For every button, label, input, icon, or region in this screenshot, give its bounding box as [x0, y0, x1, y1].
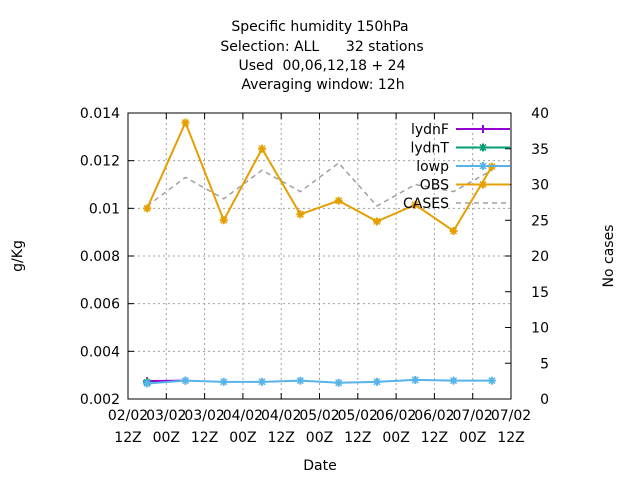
y2-tick-label: 0	[540, 392, 549, 408]
x-tick-label-date: 02/02	[108, 408, 148, 424]
data-point-lowp	[411, 375, 420, 384]
data-point-lowp	[334, 378, 343, 387]
data-point-lowp	[487, 376, 496, 385]
x-tick-label-hour: 12Z	[191, 430, 218, 446]
legend-label-lydnf: lydnF	[411, 122, 449, 138]
y-tick-label: 0.004	[80, 344, 120, 360]
legend-label-obs: OBS	[420, 178, 449, 194]
data-point-obs	[258, 144, 267, 153]
x-tick-label-hour: 00Z	[459, 430, 486, 446]
y2-tick-label: 15	[531, 285, 549, 301]
data-point-obs	[219, 216, 228, 225]
y-tick-label: 0.012	[80, 154, 120, 170]
x-tick-label-date: 05/02	[299, 408, 339, 424]
legend-marker-lydnt	[479, 143, 487, 152]
y2-tick-label: 5	[540, 356, 549, 372]
data-point-lowp	[296, 376, 305, 385]
axes	[127, 112, 512, 400]
data-point-lowp	[449, 376, 458, 385]
data-point-obs	[181, 118, 190, 127]
data-point-obs	[334, 196, 343, 205]
y2-axis-label: No cases	[601, 225, 617, 288]
data-point-lowp	[143, 379, 152, 388]
legend-marker-lydnf	[479, 125, 487, 133]
x-tick-label-hour: 00Z	[153, 430, 180, 446]
x-tick-label-date: 06/02	[414, 408, 454, 424]
y-tick-label: 0.002	[80, 392, 120, 408]
data-point-lowp	[181, 376, 190, 385]
x-tick-label-hour: 00Z	[229, 430, 256, 446]
data-point-obs	[372, 217, 381, 226]
x-tick-label-date: 04/02	[261, 408, 301, 424]
x-tick-label-hour: 12Z	[497, 430, 524, 446]
x-tick-label-hour: 00Z	[382, 430, 409, 446]
tick-labels: 02/0212Z03/0200Z03/0212Z04/0200Z04/0212Z…	[80, 106, 549, 446]
data-point-obs	[411, 200, 420, 209]
data-point-lowp	[219, 377, 228, 386]
chart-title: Specific humidity 150hPa Selection: ALL …	[220, 19, 423, 93]
series-group	[143, 118, 496, 388]
x-tick-label-hour: 00Z	[306, 430, 333, 446]
y-tick-label: 0.014	[80, 106, 120, 122]
data-point-obs	[296, 210, 305, 219]
title-line-4: Averaging window: 12h	[241, 77, 404, 93]
title-line-1: Specific humidity 150hPa	[231, 19, 408, 35]
x-tick-label-hour: 12Z	[344, 430, 371, 446]
x-tick-label-hour: 12Z	[114, 430, 141, 446]
title-line-2: Selection: ALL 32 stations	[220, 39, 423, 55]
legend-label-lowp: lowp	[416, 159, 449, 175]
y2-tick-label: 10	[531, 321, 549, 337]
data-point-lowp	[258, 377, 267, 386]
legend: lydnF lydnT lowp OBS CASES	[403, 122, 510, 212]
x-tick-label-date: 06/02	[376, 408, 416, 424]
x-axis-label: Date	[303, 458, 336, 474]
grid	[128, 113, 511, 399]
x-tick-label-date: 05/02	[338, 408, 378, 424]
y2-tick-label: 20	[531, 249, 549, 265]
y-axis-label: g/Kg	[10, 240, 26, 272]
legend-marker-obs	[479, 180, 487, 189]
legend-marker-lowp	[479, 162, 487, 170]
y2-tick-label: 40	[531, 106, 549, 122]
data-point-lowp	[372, 377, 381, 386]
legend-label-lydnt: lydnT	[411, 141, 450, 157]
series-line-cases	[146, 162, 493, 207]
data-point-obs	[143, 204, 152, 213]
x-tick-label-date: 07/02	[491, 408, 531, 424]
x-tick-label-hour: 12Z	[267, 430, 294, 446]
y-tick-label: 0.006	[80, 297, 120, 313]
title-line-3: Used 00,06,12,18 + 24	[239, 58, 406, 74]
x-tick-label-date: 07/02	[453, 408, 493, 424]
legend-label-cases: CASES	[403, 196, 449, 212]
series-line-obs	[146, 119, 493, 233]
y-tick-label: 0.008	[80, 249, 120, 265]
y2-tick-label: 30	[531, 178, 549, 194]
plot-frame	[127, 112, 512, 400]
data-point-obs	[449, 226, 458, 235]
y2-tick-label: 35	[531, 142, 549, 158]
x-tick-label-hour: 12Z	[421, 430, 448, 446]
x-tick-label-date: 03/02	[146, 408, 186, 424]
y2-tick-label: 25	[531, 213, 549, 229]
y-tick-label: 0.01	[89, 201, 120, 217]
series-line-lowp	[147, 378, 492, 385]
x-tick-label-date: 03/02	[184, 408, 224, 424]
x-tick-label-date: 04/02	[223, 408, 263, 424]
